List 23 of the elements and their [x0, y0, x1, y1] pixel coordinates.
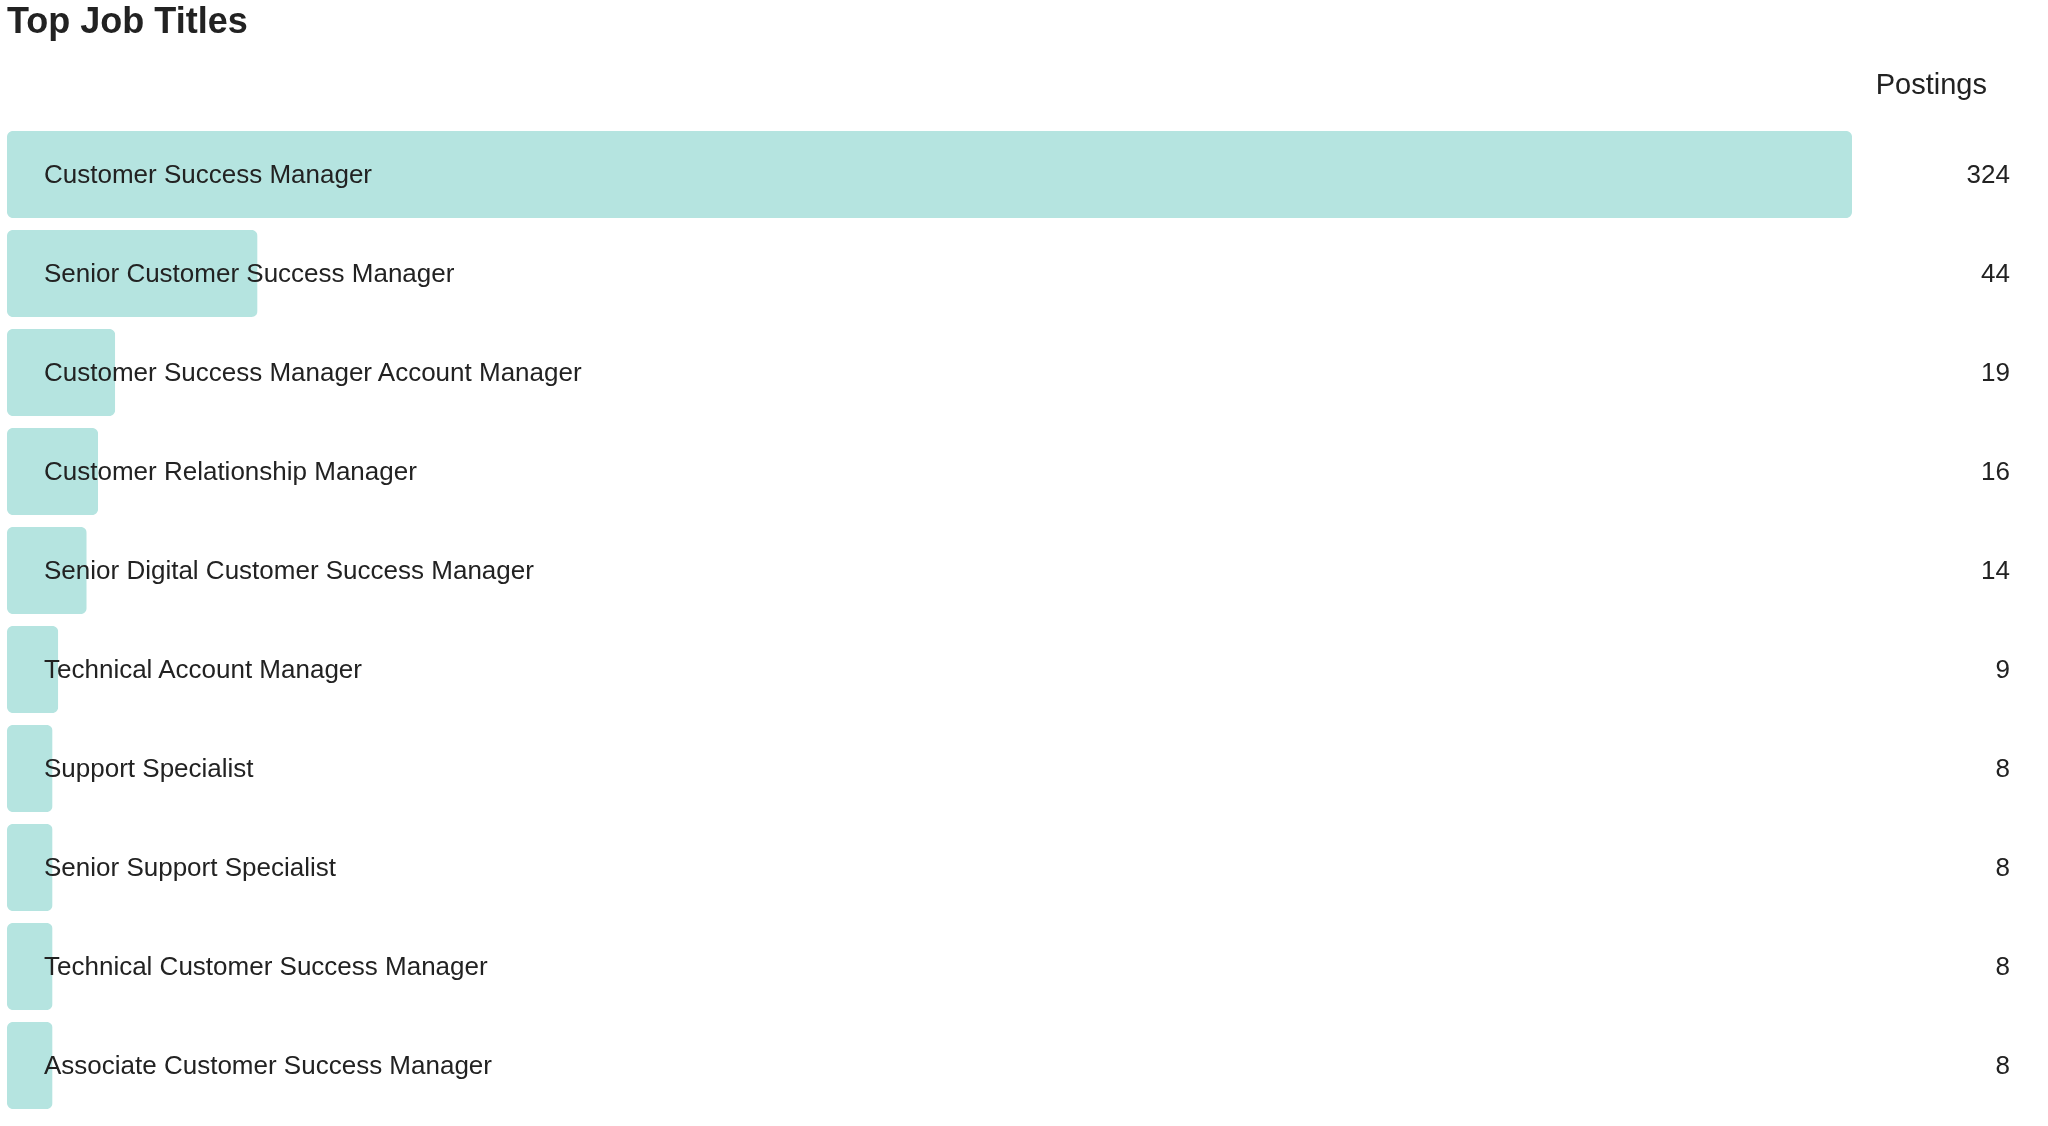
- data-label: 14: [1981, 554, 2010, 585]
- y-tick-label: Senior Customer Success Manager: [44, 257, 455, 288]
- bar: [7, 130, 1852, 219]
- y-tick-label: Customer Relationship Manager: [44, 455, 418, 486]
- y-tick-label: Senior Support Specialist: [44, 851, 337, 882]
- y-tick-label: Associate Customer Success Manager: [44, 1049, 493, 1080]
- data-label: 9: [1995, 653, 2010, 684]
- y-tick-label: Customer Success Manager: [44, 158, 373, 189]
- y-tick-label: Senior Digital Customer Success Manager: [44, 554, 535, 585]
- y-tick-label: Technical Account Manager: [44, 653, 363, 684]
- data-label: 324: [1966, 158, 2010, 189]
- data-label: 8: [1995, 950, 2010, 981]
- data-label: 8: [1995, 752, 2010, 783]
- data-label: 19: [1981, 356, 2010, 387]
- chart-title: Top Job Titles: [7, 0, 248, 41]
- data-label: 16: [1981, 455, 2010, 486]
- data-label: 8: [1995, 1049, 2010, 1080]
- data-label: 8: [1995, 851, 2010, 882]
- data-label: 44: [1981, 257, 2010, 288]
- y-tick-label: Customer Success Manager Account Manager: [44, 356, 582, 387]
- y-tick-label: Technical Customer Success Manager: [44, 950, 488, 981]
- x-axis-title: Postings: [1875, 68, 1987, 100]
- y-tick-label: Support Specialist: [44, 752, 255, 783]
